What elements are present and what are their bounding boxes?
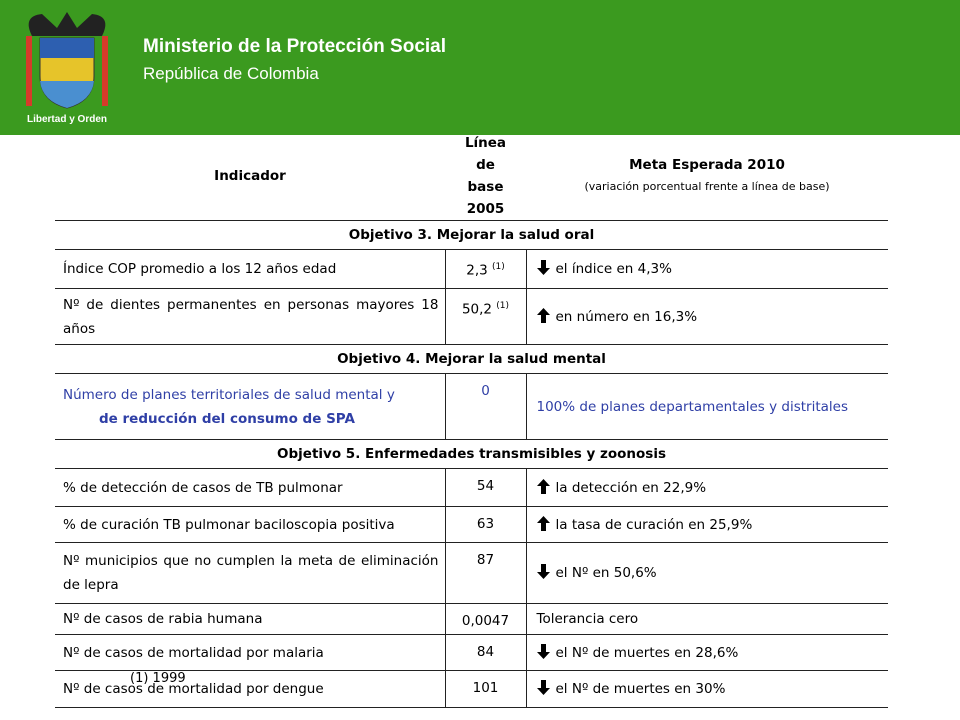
logo-caption: Libertad y Orden bbox=[27, 114, 107, 125]
section-row: Objetivo 5. Enfermedades transmisibles y… bbox=[55, 439, 888, 469]
subtitle: República de Colombia bbox=[143, 64, 319, 83]
section-title: Objetivo 3. Mejorar la salud oral bbox=[55, 220, 888, 250]
indicator: % de curación TB pulmonar baciloscopia p… bbox=[55, 506, 446, 543]
indicator-text: Nº municipios que no cumplen la meta de … bbox=[63, 553, 439, 593]
column-note: (variación porcentual frente a línea de … bbox=[584, 180, 830, 193]
arrow-up bbox=[536, 478, 550, 494]
goal: el índice en 4,3% bbox=[526, 249, 888, 289]
shield-bottom bbox=[40, 81, 94, 108]
baseline-value: 2,3 bbox=[466, 262, 488, 279]
indicator-text: % de detección de casos de TB pulmonar bbox=[63, 479, 343, 496]
baseline-value: 54 bbox=[476, 478, 495, 494]
data-row: Nº de dientes permanentes en personas ma… bbox=[55, 288, 888, 345]
indicator-text: Índice COP promedio a los 12 años edad bbox=[63, 261, 337, 277]
baseline: 84 bbox=[445, 634, 527, 671]
logo: Libertad y Orden bbox=[26, 12, 108, 125]
indicator: Número de planes territoriales de salud … bbox=[55, 373, 446, 440]
data-row: % de detección de casos de TB pulmonar 54… bbox=[55, 468, 888, 507]
baseline-value: 101 bbox=[472, 680, 499, 696]
condor bbox=[28, 12, 106, 36]
goal-text: el Nº de muertes en 28,6% bbox=[555, 644, 739, 661]
goal: en número en 16,3% bbox=[526, 288, 888, 345]
goal: el Nº de muertes en 28,6% bbox=[526, 634, 888, 671]
baseline: 101 bbox=[445, 670, 527, 708]
table: Indicador Línea de base 2005 Meta Espera… bbox=[55, 132, 888, 708]
data-row: Número de planes territoriales de salud … bbox=[55, 373, 888, 440]
baseline-value: 0 bbox=[481, 383, 490, 399]
goal-text: Tolerancia cero bbox=[536, 611, 639, 627]
data-row: Nº de casos de mortalidad por dengue 101 e… bbox=[55, 670, 888, 708]
section-title: Objetivo 5. Enfermedades transmisibles y… bbox=[55, 439, 888, 469]
goal: el Nº en 50,6% bbox=[526, 542, 888, 604]
goal: la detección en 22,9% bbox=[526, 468, 888, 507]
baseline-note: (1) bbox=[496, 301, 510, 311]
indicator-bold: de reducción del consumo de SPA bbox=[99, 410, 355, 427]
footnote: (1) 1999 bbox=[130, 671, 186, 686]
arrow-down bbox=[536, 260, 550, 275]
indicator-text: Número de planes territoriales de salud … bbox=[63, 386, 395, 403]
goal-text: la tasa de curación en 25,9% bbox=[555, 516, 753, 533]
indicator-text: Nº de casos de mortalidad por malaria bbox=[63, 644, 324, 661]
baseline: 63 bbox=[445, 506, 527, 543]
arrow-up bbox=[536, 307, 550, 323]
data-row: Nº municipios que no cumplen la meta de … bbox=[55, 542, 888, 604]
goal-text: el índice en 4,3% bbox=[555, 261, 672, 277]
baseline: 50,2 (1) bbox=[445, 288, 527, 345]
baseline-note: (1) bbox=[492, 262, 505, 272]
data-row: Nº de casos de mortalidad por malaria 84 e… bbox=[55, 634, 888, 671]
indicator: Nº de dientes permanentes en personas ma… bbox=[55, 288, 446, 345]
indicator: Nº municipios que no cumplen la meta de … bbox=[55, 542, 446, 604]
arrow-down bbox=[536, 643, 550, 659]
baseline: 54 bbox=[445, 468, 527, 507]
flag-left bbox=[26, 36, 32, 106]
goal: 100% de planes departamentales y distrit… bbox=[526, 373, 888, 440]
data-row: Índice COP promedio a los 12 años edad 2,… bbox=[55, 249, 888, 289]
section-row: Objetivo 4. Mejorar la salud mental bbox=[55, 344, 888, 374]
goal-text: la detección en 22,9% bbox=[555, 479, 707, 496]
goal-text: en número en 16,3% bbox=[555, 308, 698, 325]
indicator: Nº de casos de rabia humana bbox=[55, 603, 446, 635]
column-header: Meta Esperada 2010 (variación porcentual … bbox=[526, 132, 888, 221]
indicator: % de detección de casos de TB pulmonar bbox=[55, 468, 446, 507]
baseline-value: 87 bbox=[476, 552, 495, 568]
column-header: Línea de base 2005 bbox=[445, 132, 526, 221]
goal: Tolerancia cero bbox=[526, 603, 888, 635]
column-title: Meta Esperada 2010 bbox=[629, 157, 785, 173]
baseline-value: 63 bbox=[476, 516, 495, 532]
arrow-down bbox=[536, 680, 550, 695]
indicator: Nº de casos de mortalidad por malaria bbox=[55, 634, 446, 671]
goal-text: el Nº de muertes en 30% bbox=[555, 681, 726, 697]
baseline: 87 bbox=[445, 542, 527, 604]
column-header: Indicador bbox=[55, 132, 445, 221]
baseline-value: 50,2 bbox=[461, 301, 492, 318]
baseline: 0,0047 bbox=[445, 603, 527, 635]
indicator: Nº de casos de mortalidad por dengue bbox=[55, 670, 446, 708]
section-row: Objetivo 3. Mejorar la salud oral bbox=[55, 220, 888, 250]
baseline: 2,3 (1) bbox=[445, 249, 527, 289]
arrow-up bbox=[536, 515, 550, 531]
title: Ministerio de la Protección Social bbox=[143, 36, 447, 57]
goal: el Nº de muertes en 30% bbox=[526, 670, 888, 708]
goal-text: el Nº en 50,6% bbox=[555, 565, 657, 581]
header-row: Indicador Línea de base 2005 Meta Espera… bbox=[55, 132, 888, 221]
indicator-text: Nº de casos de rabia humana bbox=[63, 611, 263, 627]
indicator-text: % de curación TB pulmonar baciloscopia p… bbox=[63, 516, 395, 533]
baseline: 0 bbox=[445, 373, 527, 440]
shield-top bbox=[40, 38, 94, 58]
data-row: Nº de casos de rabia humana 0,0047 Toleran… bbox=[55, 603, 888, 635]
indicator: Índice COP promedio a los 12 años edad bbox=[55, 249, 446, 289]
baseline-value: 0,0047 bbox=[461, 613, 510, 629]
goal-text: 100% de planes departamentales y distrit… bbox=[536, 398, 849, 415]
indicator-text: Nº de dientes permanentes en personas ma… bbox=[63, 296, 439, 337]
indicator-text: Nº de casos de mortalidad por dengue bbox=[63, 681, 324, 697]
goal: la tasa de curación en 25,9% bbox=[526, 506, 888, 543]
flag-right bbox=[102, 36, 108, 106]
baseline-value: 84 bbox=[476, 644, 495, 660]
data-row: % de curación TB pulmonar baciloscopia p… bbox=[55, 506, 888, 543]
header-band: Libertad y Orden Ministerio de la Protec… bbox=[0, 0, 960, 135]
section-title: Objetivo 4. Mejorar la salud mental bbox=[55, 344, 888, 374]
arrow-down bbox=[536, 564, 550, 579]
